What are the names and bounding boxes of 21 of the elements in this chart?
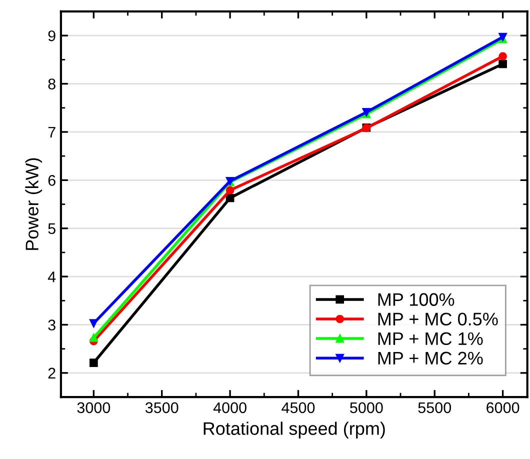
- y-tick-label: 5: [48, 223, 56, 234]
- legend-label: MP + MC 0.5%: [378, 312, 498, 326]
- y-tick-label: 8: [48, 78, 56, 90]
- y-tick-label: 4: [48, 272, 56, 282]
- y-tick-label: 2: [48, 368, 56, 378]
- x-tick-label: 3500: [145, 402, 178, 414]
- legend-label: MP + MC 1%: [378, 332, 483, 346]
- y-tick-label: 6: [48, 175, 56, 186]
- x-tick-label: 4500: [282, 402, 315, 414]
- x-tick-label: 5000: [350, 402, 383, 414]
- x-tick-label: 3000: [77, 402, 110, 414]
- y-tick-label: 7: [48, 126, 56, 138]
- legend-label: MP 100%: [378, 293, 454, 306]
- x-axis-title: Rotational speed (rpm): [204, 422, 385, 439]
- y-axis-title: Power (kW): [25, 158, 42, 250]
- y-tick-label: 3: [48, 320, 56, 330]
- x-tick-label: 5500: [418, 402, 452, 414]
- x-tick-label: 6000: [486, 402, 520, 414]
- x-tick-label: 4000: [213, 402, 246, 414]
- y-tick-label: 9: [48, 30, 56, 42]
- legend-label: MP + MC 2%: [378, 352, 483, 365]
